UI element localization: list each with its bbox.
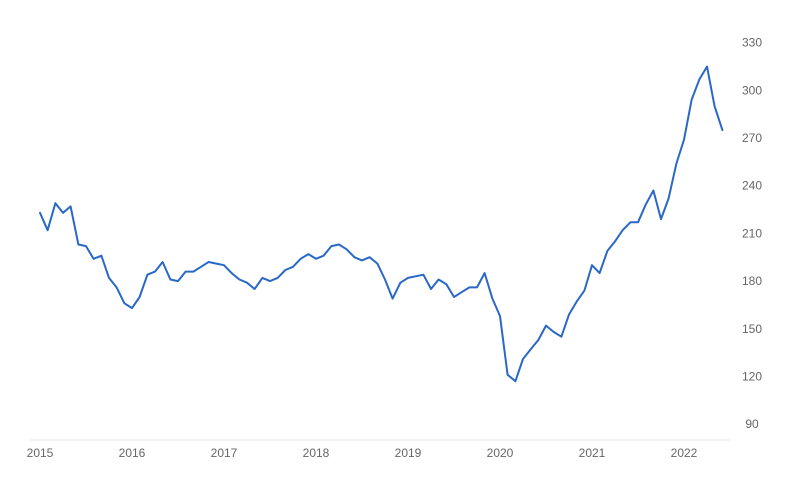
y-tick-label: 120 xyxy=(742,369,762,383)
x-tick-label: 2015 xyxy=(27,446,54,460)
series-line-0 xyxy=(39,65,724,383)
y-tick-label: 210 xyxy=(742,226,762,240)
x-axis: 2015 2016 2017 2018 2019 2020 2021 2022 xyxy=(27,439,730,460)
y-tick-label: 300 xyxy=(742,83,762,97)
x-tick-label: 2019 xyxy=(395,446,422,460)
x-tick-label: 2018 xyxy=(303,446,330,460)
x-tick-label: 2017 xyxy=(211,446,238,460)
x-tick-label: 2016 xyxy=(119,446,146,460)
y-tick-label: 270 xyxy=(742,131,762,145)
y-axis: 90 120 150 180 210 240 270 300 330 xyxy=(742,36,762,431)
x-tick-label: 2022 xyxy=(671,446,698,460)
y-tick-label: 330 xyxy=(742,36,762,50)
y-tick-label: 150 xyxy=(742,322,762,336)
x-tick-label: 2020 xyxy=(487,446,514,460)
y-tick-label: 240 xyxy=(742,179,762,193)
y-tick-label: 180 xyxy=(742,274,762,288)
series-layer xyxy=(39,65,724,383)
y-tick-label: 90 xyxy=(745,417,759,431)
x-tick-label: 2021 xyxy=(579,446,606,460)
